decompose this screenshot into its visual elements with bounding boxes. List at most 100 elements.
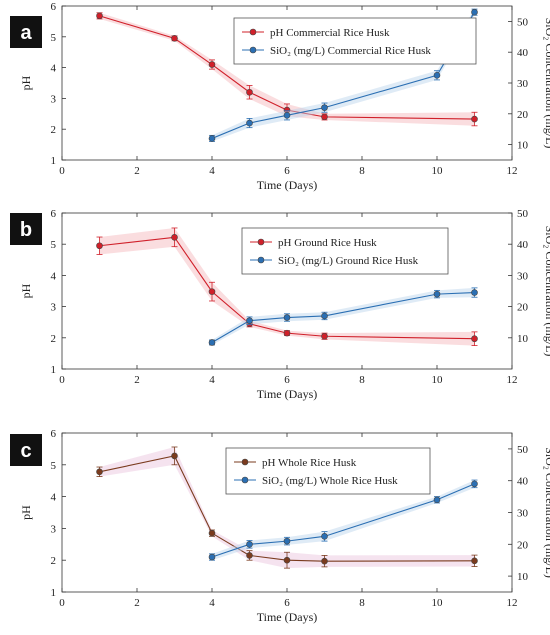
series-error-band [212, 287, 475, 345]
x-tick-label: 4 [209, 374, 215, 386]
x-tick-label: 10 [432, 374, 444, 386]
y-tick-label: 4 [51, 492, 57, 504]
legend: pH Ground Rice Husk SiO₂ (mg/L) Ground Ri… [241, 227, 449, 275]
y2-tick-label: 20 [517, 302, 529, 314]
data-point [471, 289, 478, 296]
panel-label-box [10, 16, 42, 48]
series-error-band [212, 9, 475, 142]
data-point [208, 553, 216, 561]
x-tick-label: 0 [59, 374, 65, 386]
legend-swatch-marker [249, 46, 257, 54]
panel-label: a [20, 22, 32, 44]
data-point [246, 119, 253, 127]
data-point [283, 537, 291, 545]
legend-entry: SiO₂ (mg/L) Whole Rice Husk [262, 475, 398, 487]
series-error-band [99, 227, 475, 346]
x-tick-label: 2 [134, 597, 140, 609]
data-point [283, 556, 291, 564]
series-0 [96, 12, 478, 127]
x-tick-label: 8 [359, 165, 365, 177]
x-tick-label: 8 [359, 597, 365, 609]
data-point [433, 290, 441, 298]
x-axis-title: Time (Days) [257, 178, 318, 192]
data-point [96, 468, 103, 476]
series-error-band [99, 446, 475, 569]
y2-tick-label: 40 [517, 476, 529, 488]
panel-label-box [10, 434, 42, 466]
x-tick-label: 12 [507, 165, 518, 177]
x-tick-label: 2 [134, 374, 140, 386]
data-point [208, 288, 216, 295]
data-point [471, 335, 478, 343]
legend-swatch-marker [257, 256, 265, 264]
x-tick-label: 6 [284, 374, 290, 386]
y2-tick-label: 20 [517, 109, 529, 121]
data-point [321, 332, 328, 340]
y2-axis-title: SiO₂ Concentration (mg/L) [543, 18, 550, 149]
panel-label: b [20, 219, 32, 241]
legend-entry: SiO₂ (mg/L) Commercial Rice Husk [270, 45, 431, 57]
data-point [171, 234, 178, 241]
y-axis-title: pH [19, 75, 33, 90]
legend-entry: SiO₂ (mg/L) Ground Rice Husk [278, 255, 419, 267]
y2-tick-label: 40 [517, 239, 529, 251]
data-point [321, 113, 328, 121]
y-tick-label: 6 [51, 208, 57, 220]
legend: pH Commercial Rice Husk SiO₂ (mg/L) Comme… [233, 17, 477, 65]
data-point [471, 115, 478, 123]
data-point [321, 312, 328, 320]
y2-axis-title: SiO₂ Concentration (mg/L) [543, 226, 550, 357]
x-tick-label: 6 [284, 597, 290, 609]
data-point [471, 557, 478, 565]
x-tick-label: 0 [59, 597, 65, 609]
y-tick-label: 5 [51, 460, 57, 472]
legend-box [241, 227, 449, 275]
series-0 [96, 446, 478, 569]
y-axis-title: pH [19, 505, 33, 520]
x-axis-title: Time (Days) [257, 610, 318, 624]
data-point [321, 557, 328, 565]
legend-entry: pH Commercial Rice Husk [270, 27, 390, 39]
data-point [246, 88, 253, 96]
data-point [246, 552, 253, 559]
y-tick-label: 6 [51, 428, 57, 440]
series-1 [208, 479, 478, 561]
y-tick-label: 5 [51, 239, 57, 251]
y-tick-label: 4 [51, 63, 57, 75]
y2-tick-label: 30 [517, 78, 529, 90]
y-tick-label: 4 [51, 270, 57, 282]
legend-entry: pH Ground Rice Husk [278, 237, 377, 249]
y-tick-label: 3 [51, 302, 57, 314]
data-point [96, 12, 103, 20]
y-axis-title: pH [19, 283, 33, 298]
legend-swatch-marker [241, 458, 249, 466]
y-tick-label: 5 [51, 32, 57, 44]
y-tick-label: 1 [51, 155, 57, 167]
legend-box [225, 447, 431, 495]
panel-label-badge: c [10, 434, 42, 466]
series-1 [208, 287, 478, 346]
series-line [211, 483, 475, 558]
series-line [211, 11, 475, 139]
y-tick-label: 3 [51, 523, 57, 535]
x-tick-label: 10 [432, 165, 444, 177]
data-point [171, 35, 178, 42]
data-point [471, 8, 478, 16]
y-tick-label: 1 [51, 587, 57, 599]
series-line [211, 292, 475, 343]
panel-label-badge: a [10, 16, 42, 48]
y2-tick-label: 50 [517, 208, 529, 220]
x-axis-title: Time (Days) [257, 387, 318, 401]
data-point [321, 104, 328, 111]
y2-tick-label: 50 [517, 444, 529, 456]
x-tick-label: 6 [284, 165, 290, 177]
y-tick-label: 3 [51, 93, 57, 105]
y2-tick-label: 20 [517, 539, 529, 551]
data-point [208, 61, 216, 68]
y2-tick-label: 10 [517, 571, 529, 583]
data-point [246, 540, 253, 548]
y-tick-label: 2 [51, 555, 57, 567]
data-point [208, 339, 216, 346]
